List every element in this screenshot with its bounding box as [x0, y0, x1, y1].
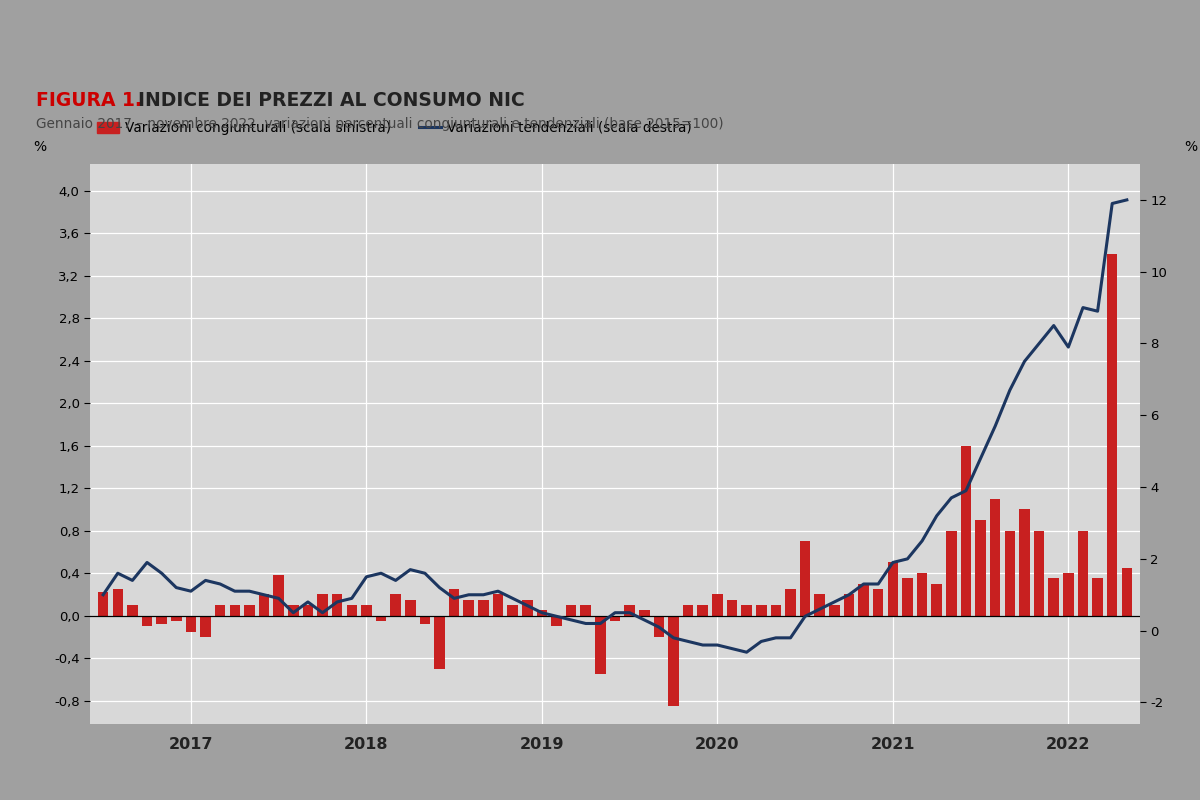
Bar — [302, 605, 313, 616]
Bar — [566, 605, 576, 616]
Bar — [434, 616, 445, 669]
Bar — [712, 594, 722, 616]
Bar — [478, 600, 488, 616]
Bar — [463, 600, 474, 616]
Bar — [274, 575, 284, 616]
Bar — [990, 498, 1001, 616]
Bar — [551, 616, 562, 626]
Bar — [888, 562, 898, 616]
Bar — [522, 600, 533, 616]
Bar — [376, 616, 386, 621]
Bar — [872, 589, 883, 616]
Bar — [1049, 578, 1058, 616]
Bar — [347, 605, 358, 616]
Bar — [683, 605, 694, 616]
Bar — [858, 584, 869, 616]
Bar — [288, 605, 299, 616]
Bar — [244, 605, 254, 616]
Bar — [332, 594, 342, 616]
Bar — [1004, 530, 1015, 616]
Bar — [946, 530, 956, 616]
Bar — [1092, 578, 1103, 616]
Bar — [668, 616, 679, 706]
Bar — [638, 610, 649, 616]
Bar — [449, 589, 460, 616]
Bar — [756, 605, 767, 616]
Bar — [727, 600, 737, 616]
Bar — [742, 605, 752, 616]
Bar — [156, 616, 167, 624]
Bar — [142, 616, 152, 626]
Bar — [186, 616, 196, 631]
Bar — [493, 594, 503, 616]
Bar — [98, 592, 108, 616]
Bar — [595, 616, 606, 674]
Text: %: % — [34, 140, 46, 154]
Bar — [317, 594, 328, 616]
Bar — [215, 605, 226, 616]
Text: INDICE DEI PREZZI AL CONSUMO NIC: INDICE DEI PREZZI AL CONSUMO NIC — [138, 90, 524, 110]
Bar — [113, 589, 124, 616]
Bar — [610, 616, 620, 621]
Bar — [654, 616, 664, 637]
Text: Gennaio 2017 – novembre 2022, variazioni percentuali congiunturali e tendenziali: Gennaio 2017 – novembre 2022, variazioni… — [36, 117, 724, 131]
Bar — [770, 605, 781, 616]
Bar — [829, 605, 840, 616]
Bar — [624, 605, 635, 616]
Bar — [508, 605, 518, 616]
Bar — [406, 600, 415, 616]
Bar — [844, 594, 854, 616]
Bar — [259, 594, 269, 616]
Bar — [420, 616, 430, 624]
Bar — [961, 446, 971, 616]
Bar — [931, 584, 942, 616]
Bar — [697, 605, 708, 616]
Bar — [1106, 254, 1117, 616]
Bar — [172, 616, 181, 621]
Bar — [1078, 530, 1088, 616]
Bar — [1122, 568, 1132, 616]
Bar — [1019, 510, 1030, 616]
Bar — [976, 520, 986, 616]
Bar — [917, 573, 928, 616]
Bar — [815, 594, 826, 616]
Legend: Variazioni congiunturali (scala sinistra), Variazioni tendenziali (scala destra): Variazioni congiunturali (scala sinistra… — [97, 121, 692, 134]
Bar — [390, 594, 401, 616]
Bar — [229, 605, 240, 616]
Bar — [536, 610, 547, 616]
Bar — [581, 605, 592, 616]
Bar — [902, 578, 913, 616]
Bar — [127, 605, 138, 616]
Bar — [1034, 530, 1044, 616]
Text: %: % — [1184, 140, 1196, 154]
Bar — [200, 616, 211, 637]
Bar — [361, 605, 372, 616]
Bar — [785, 589, 796, 616]
Bar — [800, 542, 810, 616]
Bar — [1063, 573, 1074, 616]
Text: FIGURA 1.: FIGURA 1. — [36, 90, 142, 110]
